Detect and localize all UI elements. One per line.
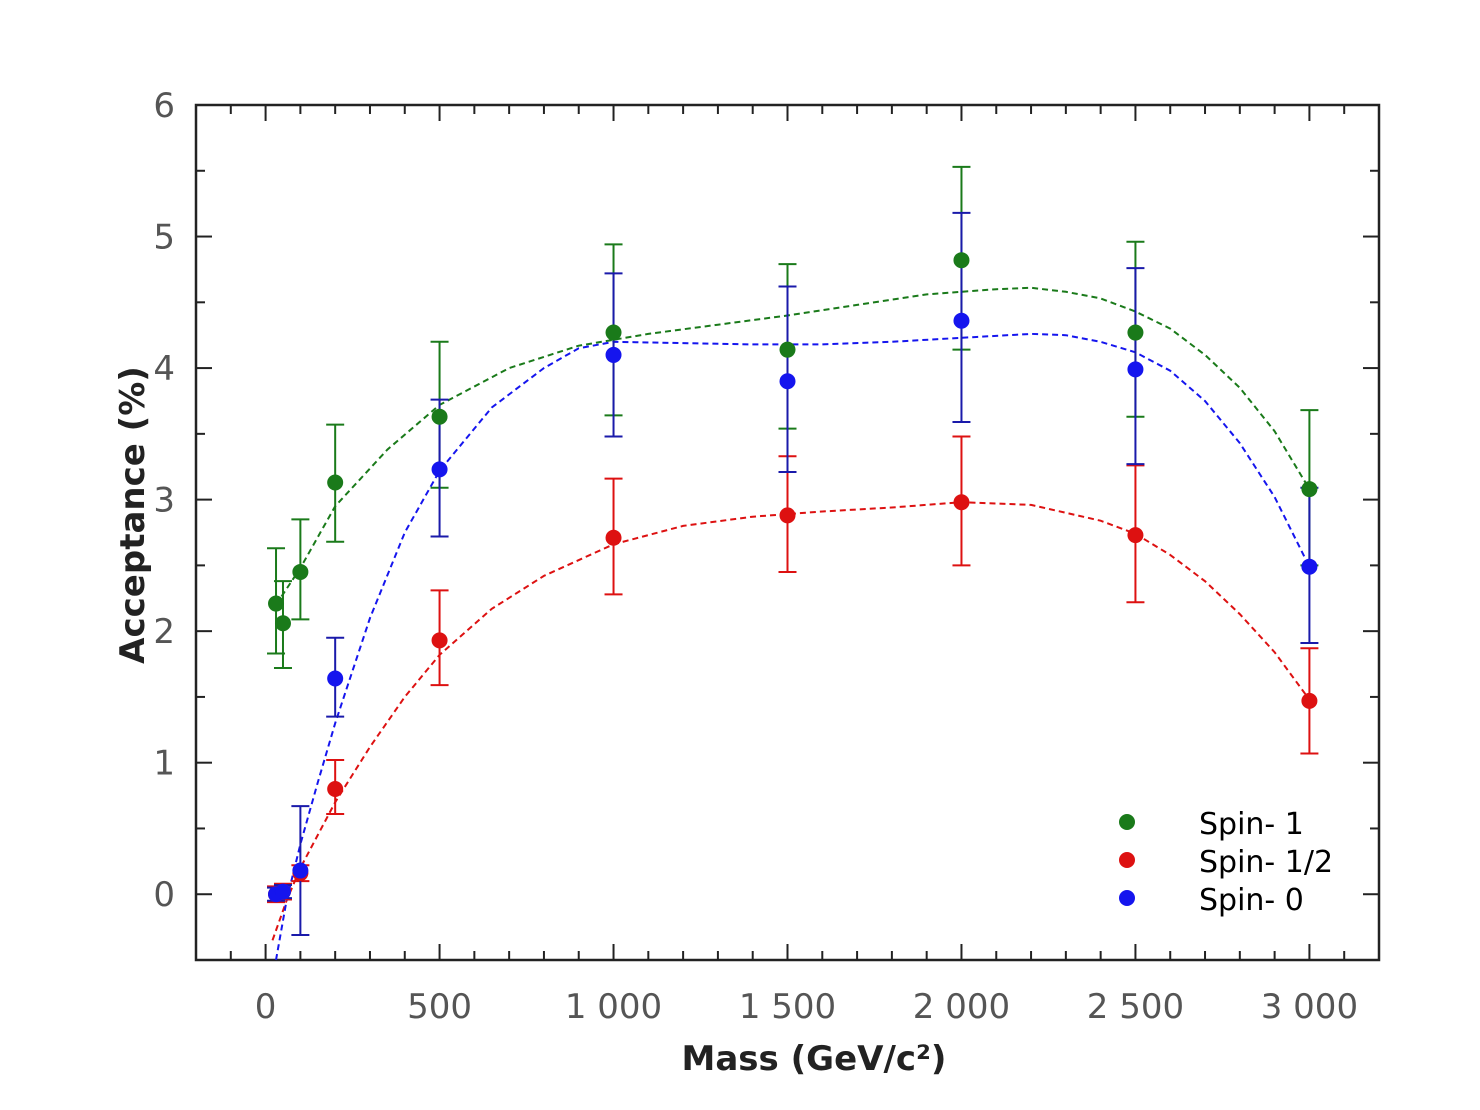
data-point: [1127, 324, 1144, 341]
fit-curve: [275, 286, 1311, 606]
data-point: [953, 494, 970, 511]
data-point: [953, 252, 970, 269]
legend-marker: [1119, 814, 1135, 830]
data-point: [274, 883, 291, 900]
legend-label: Spin- 0: [1199, 883, 1304, 918]
y-tick-label: 2: [153, 612, 175, 652]
data-point: [605, 324, 622, 341]
data-point: [1301, 558, 1318, 575]
data-point: [1127, 361, 1144, 378]
data-point: [292, 862, 309, 879]
data-point: [274, 615, 291, 632]
data-point: [327, 670, 344, 687]
data-point: [779, 373, 796, 390]
x-tick-labels: 0 500 1 000 1 500 2 000 2 500 3 000: [255, 987, 1358, 1027]
x-tick-label: 1 500: [739, 987, 836, 1027]
y-tick-label: 0: [153, 875, 175, 915]
axis-ticks: [196, 105, 1379, 960]
data-point: [605, 529, 622, 546]
data-point: [1127, 527, 1144, 544]
data-point: [292, 563, 309, 580]
x-tick-label: 0: [255, 987, 277, 1027]
x-axis-title: Mass (GeV/c²): [682, 1039, 947, 1079]
fit-curve: [271, 501, 1311, 941]
legend-marker: [1119, 890, 1135, 906]
fit-curves: [271, 286, 1311, 961]
legend-label: Spin- 1/2: [1199, 845, 1333, 880]
data-point: [431, 632, 448, 649]
data-points: [268, 252, 1318, 903]
x-tick-label: 500: [407, 987, 472, 1027]
error-bars: [267, 165, 1319, 937]
x-tick-label: 2 500: [1087, 987, 1184, 1027]
data-point: [268, 595, 285, 612]
data-point: [953, 312, 970, 329]
y-tick-label: 6: [153, 86, 175, 126]
fit-curve: [275, 332, 1311, 961]
legend-label: Spin- 1: [1199, 807, 1304, 842]
data-point: [779, 507, 796, 524]
data-point: [431, 408, 448, 425]
y-tick-label: 4: [153, 349, 175, 389]
data-point: [431, 461, 448, 478]
y-tick-label: 1: [153, 744, 175, 784]
y-tick-label: 3: [153, 481, 175, 521]
x-tick-label: 2 000: [913, 987, 1010, 1027]
data-point: [327, 781, 344, 797]
y-tick-label: 5: [153, 218, 175, 258]
y-axis-title: Acceptance (%): [113, 366, 153, 664]
data-point: [605, 346, 622, 363]
data-point: [1301, 692, 1318, 709]
data-point: [1301, 481, 1318, 498]
x-tick-label: 1 000: [565, 987, 662, 1027]
y-tick-labels: 0 1 2 3 4 5 6: [153, 86, 175, 915]
data-point: [779, 341, 796, 358]
data-point: [327, 474, 344, 491]
x-tick-label: 3 000: [1261, 987, 1358, 1027]
legend-marker: [1119, 852, 1135, 868]
